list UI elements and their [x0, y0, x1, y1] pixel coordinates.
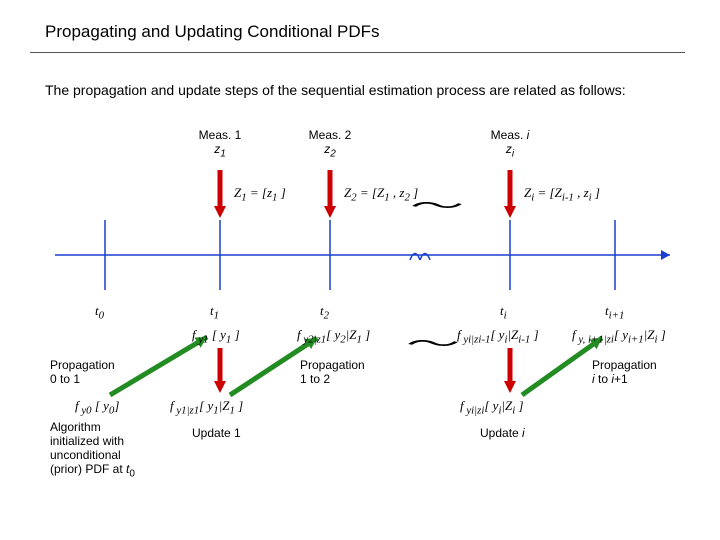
- pdf-upper: f yi|zi-1[ yi|Zi-1 ]: [457, 327, 539, 346]
- z-equation: Zi = [Zi-1 , zi ]: [524, 185, 600, 204]
- title-underline: [30, 52, 685, 53]
- ellipsis-tilde: 〜: [410, 189, 464, 220]
- pdf-lower: f y1|z1[ y1|Z1 ]: [170, 398, 243, 417]
- time-tick-label: t2: [320, 303, 329, 322]
- algorithm-note: Algorithminitialized withunconditional(p…: [50, 420, 135, 479]
- propagation-label: Propagation1 to 2: [300, 358, 365, 386]
- pdf-upper: f y2|z1[ y2|Z1 ]: [297, 327, 370, 346]
- intro-text: The propagation and update steps of the …: [45, 82, 675, 100]
- diagram: t0 t1 t2 ti ti+1 Meas. 1z1 Z1 = [z1 ] Meas. 2z2…: [30, 120, 690, 520]
- time-tick-label: t0: [95, 303, 104, 322]
- ellipsis-tilde: 〜: [406, 327, 460, 358]
- pdf-upper: f y, i+1|zi[ yi+1|Zi ]: [572, 327, 666, 346]
- pdf-upper: f y1 [ y1 ]: [192, 327, 240, 346]
- z-equation: Z1 = [z1 ]: [234, 185, 286, 204]
- meas-header: Meas. 1z1: [180, 128, 260, 159]
- z-equation: Z2 = [Z1 , z2 ]: [344, 185, 418, 204]
- meas-header: Meas. 2z2: [290, 128, 370, 159]
- time-tick-label: ti: [500, 303, 507, 322]
- time-tick-label: t1: [210, 303, 219, 322]
- pdf-lower: f y0 [ y0]: [75, 398, 119, 417]
- propagation-label: Propagationi to i+1: [592, 358, 657, 386]
- time-tick-label: ti+1: [605, 303, 624, 322]
- meas-header: Meas. izi: [470, 128, 550, 159]
- propagation-label: Propagation0 to 1: [50, 358, 115, 386]
- update-label: Update i: [480, 425, 525, 441]
- pdf-lower: f yi|zi[ yi|Zi ]: [460, 398, 524, 417]
- update-label: Update 1: [192, 425, 241, 441]
- page-title: Propagating and Updating Conditional PDF…: [45, 22, 380, 42]
